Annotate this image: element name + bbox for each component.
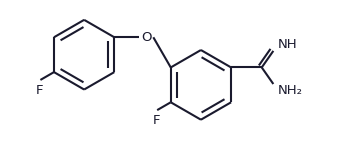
Text: NH₂: NH₂: [278, 84, 303, 97]
Text: F: F: [153, 114, 160, 127]
Text: NH: NH: [278, 38, 297, 51]
Text: F: F: [36, 84, 44, 97]
Text: O: O: [141, 31, 152, 44]
